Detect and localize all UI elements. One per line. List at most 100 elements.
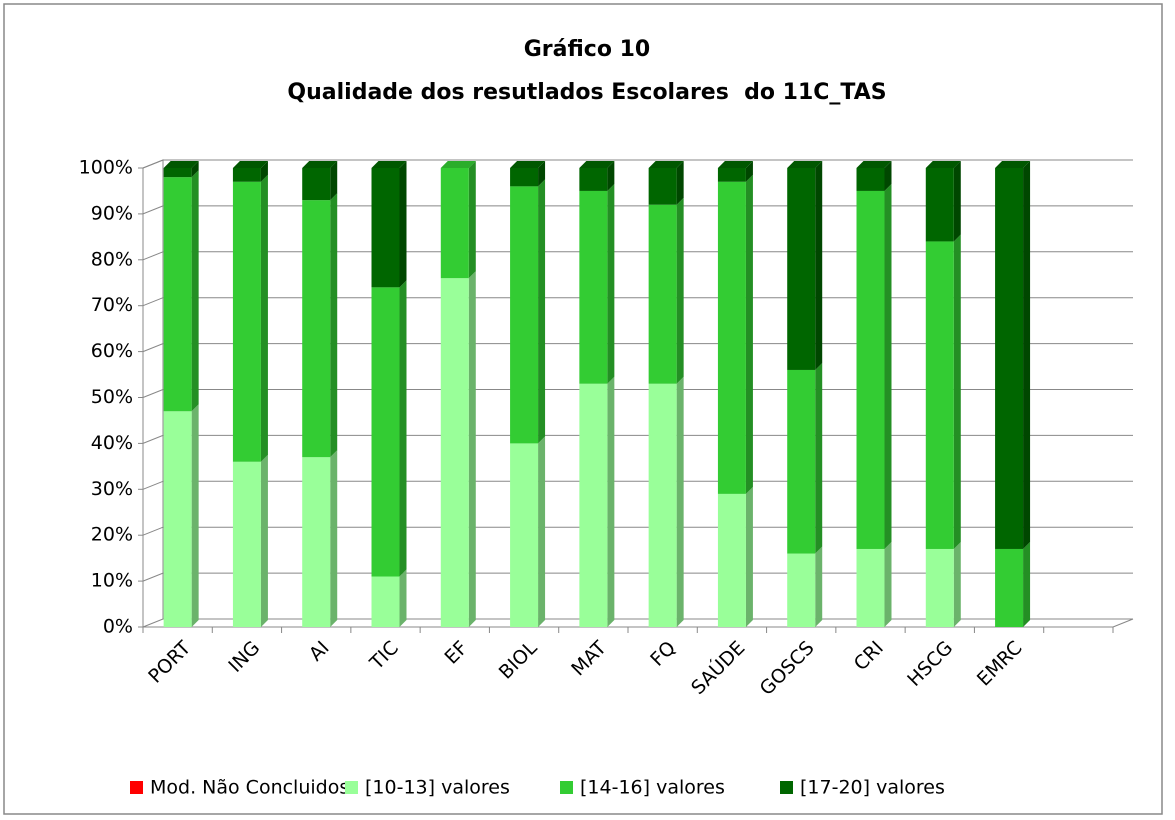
bar-segment bbox=[925, 234, 961, 549]
bar-top bbox=[302, 161, 338, 168]
bar-side bbox=[953, 234, 961, 549]
y-tick-label: 60% bbox=[91, 340, 133, 362]
bar-top bbox=[232, 161, 268, 168]
bar-side bbox=[815, 546, 823, 627]
bar bbox=[787, 168, 816, 370]
bar-top bbox=[371, 161, 407, 168]
grid-slant bbox=[142, 572, 164, 582]
bar bbox=[717, 181, 746, 494]
y-tick-label: 10% bbox=[91, 570, 133, 592]
y-tick-label: 70% bbox=[91, 294, 133, 316]
bar-segment bbox=[232, 454, 268, 627]
y-tick-label: 30% bbox=[91, 478, 133, 500]
bar-segment bbox=[787, 161, 823, 370]
bar-side bbox=[191, 404, 199, 627]
bar-top bbox=[856, 161, 892, 168]
legend-label: [17-20] valores bbox=[800, 777, 945, 799]
bar-segment bbox=[232, 174, 268, 462]
bar-segment bbox=[856, 161, 892, 191]
bar bbox=[232, 181, 261, 462]
bar-side bbox=[815, 161, 823, 370]
bar-side bbox=[399, 280, 407, 577]
y-tick-label: 100% bbox=[79, 157, 133, 179]
bar bbox=[232, 461, 261, 627]
bar bbox=[856, 190, 885, 549]
bar-side bbox=[260, 161, 268, 182]
chart-title: Gráfico 10 bbox=[524, 37, 651, 62]
bar-side bbox=[399, 161, 407, 288]
bar-side bbox=[191, 170, 199, 412]
bar-segment bbox=[995, 161, 1031, 549]
bar-side bbox=[1023, 541, 1031, 627]
legend-label: Mod. Não Concluidos bbox=[150, 777, 349, 799]
bar bbox=[648, 204, 677, 384]
legend-swatch bbox=[345, 781, 358, 794]
bar bbox=[163, 168, 192, 178]
bar-side bbox=[745, 486, 753, 627]
bar-top bbox=[717, 161, 753, 168]
bar bbox=[371, 287, 400, 577]
bar-segment bbox=[717, 161, 753, 182]
grid-slant bbox=[142, 251, 164, 261]
bar-segment bbox=[579, 183, 615, 384]
grid-slant bbox=[142, 343, 164, 353]
bar-side bbox=[676, 197, 684, 384]
bar-side bbox=[468, 271, 476, 627]
bar-top bbox=[787, 161, 823, 168]
bar-side bbox=[815, 362, 823, 554]
legend-label: [10-13] valores bbox=[365, 777, 510, 799]
bar bbox=[787, 553, 816, 627]
bar-segment bbox=[302, 161, 338, 201]
bar-segment bbox=[856, 541, 892, 627]
bar-side bbox=[607, 183, 615, 384]
grid-slant bbox=[142, 389, 164, 398]
bar-segment bbox=[510, 161, 546, 187]
bar-side bbox=[607, 161, 615, 191]
bar-side bbox=[468, 161, 476, 279]
bar bbox=[579, 383, 608, 627]
bar-side bbox=[330, 161, 338, 201]
bar-top bbox=[163, 161, 199, 168]
bar bbox=[995, 168, 1024, 549]
legend-label: [14-16] valores bbox=[580, 777, 725, 799]
bar-side bbox=[745, 174, 753, 494]
bar bbox=[510, 443, 539, 627]
bar bbox=[302, 168, 331, 201]
bar-side bbox=[538, 179, 546, 444]
y-tick-label: 80% bbox=[91, 248, 133, 270]
bar-segment bbox=[648, 376, 684, 627]
floor-right bbox=[1112, 618, 1134, 628]
y-tick-label: 50% bbox=[91, 386, 133, 408]
bar-side bbox=[260, 454, 268, 627]
bar bbox=[163, 177, 192, 412]
bar-side bbox=[330, 450, 338, 627]
bar bbox=[787, 369, 816, 554]
bar-side bbox=[676, 161, 684, 205]
y-tick-label: 40% bbox=[91, 432, 133, 454]
bar bbox=[648, 383, 677, 627]
bar-segment bbox=[302, 193, 338, 458]
bar bbox=[510, 186, 539, 444]
bar bbox=[440, 278, 469, 627]
bar bbox=[302, 200, 331, 458]
bar-segment bbox=[787, 546, 823, 627]
bar-side bbox=[399, 569, 407, 627]
bar-segment bbox=[510, 436, 546, 627]
bar bbox=[925, 548, 954, 627]
bar bbox=[717, 168, 746, 182]
bar-side bbox=[607, 376, 615, 627]
bar-segment bbox=[787, 362, 823, 554]
grid-slant bbox=[142, 526, 164, 536]
bar-segment bbox=[163, 161, 199, 178]
bar-side bbox=[538, 161, 546, 187]
bar bbox=[717, 493, 746, 627]
bar-segment bbox=[925, 541, 961, 627]
bar-top bbox=[579, 161, 615, 168]
bar-segment bbox=[371, 569, 407, 627]
bar-side bbox=[538, 436, 546, 627]
bar bbox=[371, 576, 400, 627]
bar bbox=[232, 168, 261, 182]
legend-swatch bbox=[130, 781, 143, 794]
bar bbox=[925, 241, 954, 549]
